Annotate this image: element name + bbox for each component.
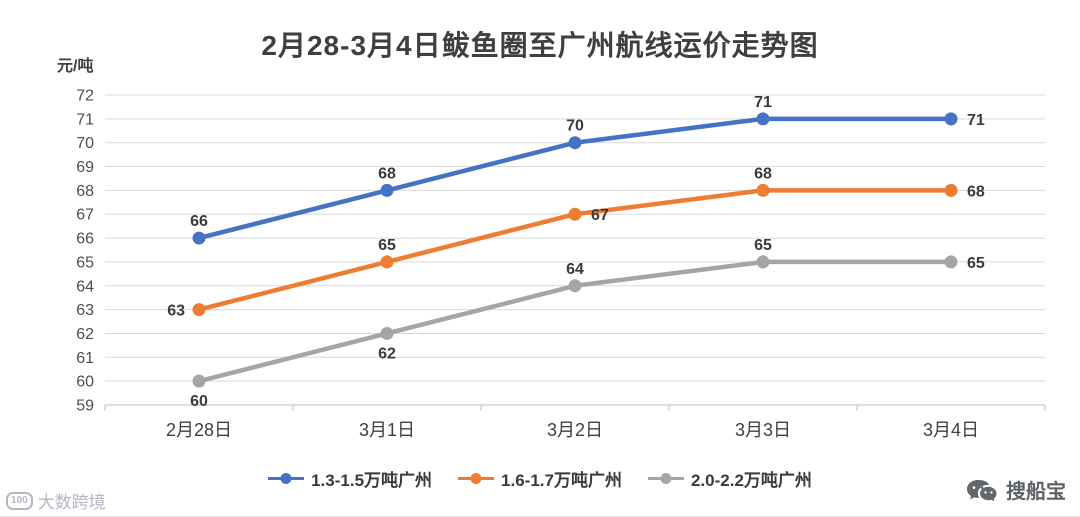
- data-label: 68: [967, 183, 985, 200]
- watermark-left: 100 大数跨境: [6, 488, 106, 513]
- y-tick-label: 60: [76, 374, 94, 391]
- data-label: 66: [190, 213, 208, 230]
- data-label: 65: [754, 237, 772, 254]
- data-label: 60: [190, 393, 208, 410]
- data-point: [756, 183, 770, 197]
- watermark-left-label: 大数跨境: [37, 493, 106, 512]
- watermark-right: 搜船宝: [965, 475, 1066, 504]
- legend-marker: [268, 473, 305, 484]
- legend: 1.3-1.5万吨广州 1.6-1.7万吨广州 2.0-2.2万吨广州: [0, 466, 1080, 491]
- legend-item: 2.0-2.2万吨广州: [647, 466, 812, 491]
- line-chart-plot-area: 59 60 61 62 63 64 65 66 67 68 69 70 71 72 2月28日 3月1日 3月2…: [76, 88, 1046, 440]
- legend-label: 1.6-1.7万吨广州: [501, 471, 622, 490]
- legend-item: 1.6-1.7万吨广州: [458, 466, 622, 491]
- data-point: [944, 255, 958, 269]
- data-label: 64: [566, 261, 584, 278]
- y-tick-label: 72: [76, 88, 94, 105]
- data-point: [192, 374, 206, 388]
- x-tick-label: 3月1日: [359, 420, 415, 440]
- data-label: 71: [967, 112, 985, 129]
- data-point: [568, 136, 582, 150]
- dashu-logo-icon: 100: [6, 491, 33, 510]
- data-point: [380, 255, 394, 269]
- x-tick-label: 2月28日: [166, 420, 232, 440]
- y-tick-label: 70: [76, 135, 94, 152]
- y-tick-label: 68: [76, 183, 94, 200]
- chat-bubbles-icon: [967, 479, 997, 501]
- y-axis-title: 元/吨: [57, 58, 94, 75]
- data-point: [756, 112, 770, 126]
- x-tick-label: 3月4日: [923, 420, 979, 440]
- data-point: [944, 112, 958, 126]
- legend-label: 2.0-2.2万吨广州: [690, 471, 812, 490]
- data-label: 63: [167, 303, 185, 320]
- data-point: [192, 231, 206, 245]
- y-tick-label: 59: [76, 398, 94, 415]
- data-point: [756, 255, 770, 269]
- legend-label: 1.3-1.5万吨广州: [311, 471, 433, 490]
- data-point: [568, 279, 582, 293]
- data-point: [944, 183, 958, 197]
- legend-item: 1.3-1.5万吨广州: [268, 466, 432, 491]
- y-tick-label: 65: [76, 254, 94, 271]
- y-tick-label: 66: [76, 231, 94, 248]
- data-point: [380, 326, 394, 340]
- legend-marker: [647, 473, 684, 484]
- data-label: 62: [378, 345, 396, 362]
- x-tick-label: 3月3日: [735, 420, 791, 440]
- data-label: 68: [754, 165, 772, 182]
- y-tick-label: 63: [76, 302, 94, 319]
- data-label: 68: [378, 165, 396, 182]
- data-point: [192, 303, 206, 317]
- y-tick-label: 61: [76, 350, 94, 367]
- legend-marker: [458, 473, 495, 484]
- data-label: 71: [754, 94, 772, 111]
- y-tick-label: 67: [76, 207, 94, 224]
- watermark-right-label: 搜船宝: [1006, 481, 1066, 503]
- data-point: [568, 207, 582, 221]
- chart-title: 2月28-3月4日鲅鱼圈至广州航线运价走势图: [261, 30, 819, 61]
- y-tick-label: 64: [76, 278, 94, 295]
- data-point: [380, 183, 394, 197]
- data-label: 65: [378, 237, 396, 254]
- x-tick-label: 3月2日: [547, 420, 603, 440]
- data-label: 67: [591, 207, 609, 224]
- data-label: 70: [566, 118, 584, 135]
- data-label: 65: [967, 255, 985, 272]
- y-tick-label: 62: [76, 326, 94, 343]
- y-tick-label: 69: [76, 159, 94, 176]
- y-tick-label: 71: [76, 111, 94, 128]
